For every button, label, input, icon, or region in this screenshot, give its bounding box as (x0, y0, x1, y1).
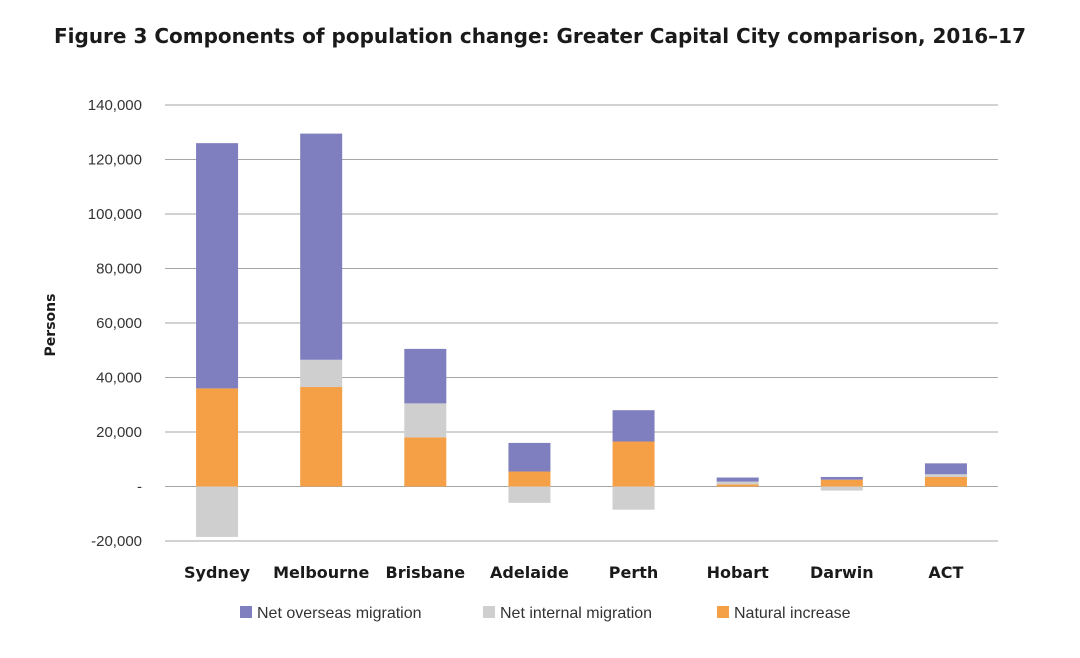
y-tick-label: 140,000 (88, 97, 142, 114)
gridlines (165, 104, 998, 542)
x-category-label: Sydney (184, 563, 251, 582)
x-category-label: Hobart (707, 563, 770, 582)
y-tick-label: 20,000 (96, 424, 142, 441)
bar-net-overseas-migration-perth (612, 410, 655, 442)
bar-net-internal-migration-darwin (820, 486, 863, 491)
bar-natural-increase-brisbane (404, 437, 447, 487)
bar-natural-increase-hobart (716, 484, 759, 487)
y-tick-label: - (137, 479, 142, 496)
bar-net-internal-migration-act (924, 474, 967, 477)
bar-net-internal-migration-melbourne (300, 359, 343, 388)
y-tick-label: 80,000 (96, 261, 142, 278)
bar-net-internal-migration-perth (612, 486, 655, 510)
bars (196, 133, 967, 537)
legend-swatch-net-overseas-migration (240, 606, 252, 618)
legend-label-net-overseas-migration: Net overseas migration (257, 605, 422, 622)
y-axis-ticks: 140,000 120,000 100,000 80,000 60,000 40,000 2… (88, 97, 142, 550)
bar-natural-increase-perth (612, 441, 655, 487)
y-tick-label: -20,000 (91, 533, 142, 550)
bar-net-overseas-migration-hobart (716, 477, 759, 482)
bar-net-overseas-migration-sydney (196, 143, 239, 389)
x-category-label: Adelaide (490, 563, 569, 582)
x-axis-categories: Sydney Melbourne Brisbane Adelaide Perth Hoba… (184, 563, 964, 582)
legend-swatch-net-internal-migration (483, 606, 495, 618)
bar-net-internal-migration-brisbane (404, 403, 447, 438)
bar-net-internal-migration-adelaide (508, 486, 551, 503)
legend-label-net-internal-migration: Net internal migration (500, 605, 652, 622)
bar-net-overseas-migration-melbourne (300, 133, 343, 360)
bar-net-overseas-migration-darwin (820, 476, 863, 480)
bar-net-internal-migration-sydney (196, 486, 239, 537)
legend-swatch-natural-increase (717, 606, 729, 618)
bar-net-internal-migration-hobart (716, 481, 759, 485)
bar-natural-increase-sydney (196, 388, 239, 487)
bar-net-overseas-migration-adelaide (508, 442, 551, 472)
y-tick-label: 60,000 (96, 315, 142, 332)
x-category-label: Darwin (810, 563, 874, 582)
legend: Net overseas migration Net internal migra… (240, 605, 851, 622)
legend-label-natural-increase: Natural increase (734, 605, 851, 622)
bar-natural-increase-act (924, 476, 967, 487)
x-category-label: Brisbane (386, 563, 466, 582)
bar-net-overseas-migration-act (924, 463, 967, 475)
y-tick-label: 120,000 (88, 152, 142, 169)
bar-net-overseas-migration-brisbane (404, 348, 447, 404)
y-tick-label: 40,000 (96, 370, 142, 387)
bar-natural-increase-darwin (820, 479, 863, 487)
x-category-label: Perth (609, 563, 659, 582)
x-category-label: ACT (928, 563, 963, 582)
figure-title: Figure 3 Components of population change… (53, 24, 1027, 48)
bar-natural-increase-adelaide (508, 471, 551, 487)
y-axis-label: Persons (43, 294, 59, 357)
bar-natural-increase-melbourne (300, 387, 343, 487)
x-category-label: Melbourne (273, 563, 369, 582)
y-tick-label: 100,000 (88, 206, 142, 223)
